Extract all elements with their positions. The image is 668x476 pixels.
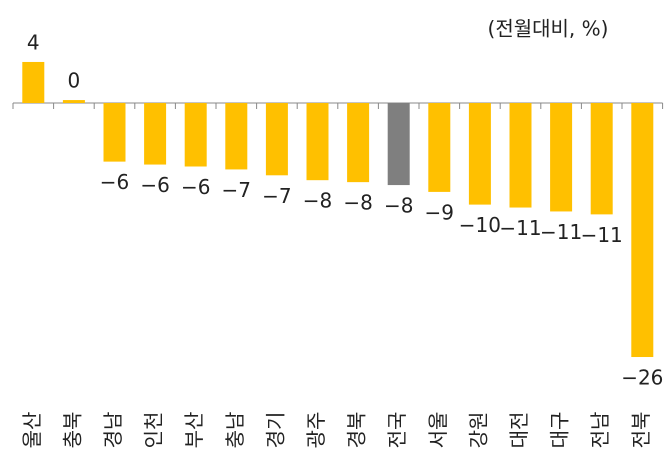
value-label: −8 [343,191,372,215]
x-tick-label: 부산 [182,412,206,449]
bar [184,103,207,167]
x-tick-label: 인천 [142,412,166,449]
x-tick-label: 경기 [263,412,287,449]
x-tick-label: 서울 [426,412,450,449]
value-label: −6 [140,173,169,197]
value-label: −11 [581,223,623,247]
bar [225,103,248,170]
bar [468,103,491,205]
bar [550,103,573,212]
x-tick-label: 강원 [466,412,490,449]
bar [347,103,370,183]
value-label: −10 [459,213,501,237]
bar [103,103,126,162]
x-tick-label: 충남 [223,412,247,449]
bar [428,103,451,192]
value-label: 4 [27,30,40,54]
x-tick-label: 울산 [20,412,44,449]
unit-note: (전월대비, %) [488,17,609,41]
bar [590,103,613,215]
value-label: −11 [499,216,541,240]
bar [631,103,654,358]
bar [62,100,85,103]
bar [306,103,329,181]
x-tick-label: 경남 [101,412,125,449]
value-label: −7 [222,178,251,202]
bar [265,103,288,176]
bar [387,103,410,186]
bar [509,103,532,208]
value-label: −7 [262,184,291,208]
value-label: −8 [303,189,332,213]
x-tick-label: 전북 [629,412,653,449]
value-label: −8 [384,194,413,218]
x-tick-label: 대구 [548,412,572,449]
x-tick-label: 전국 [385,412,409,449]
value-label: −26 [621,366,663,390]
value-label: −6 [181,175,210,199]
x-tick-label: 경북 [345,412,369,449]
value-label: 0 [68,69,81,93]
value-label: −6 [100,170,129,194]
x-tick-label: 전남 [588,412,612,449]
x-tick-label: 광주 [304,412,328,449]
x-tick-label: 대전 [507,412,531,449]
x-tick-label: 충북 [60,412,84,449]
bar [22,61,45,103]
bar [144,103,167,165]
value-label: −9 [425,200,454,224]
value-label: −11 [540,220,582,244]
